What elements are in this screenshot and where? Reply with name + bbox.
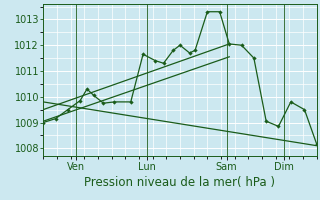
X-axis label: Pression niveau de la mer( hPa ): Pression niveau de la mer( hPa ) [84,176,276,189]
